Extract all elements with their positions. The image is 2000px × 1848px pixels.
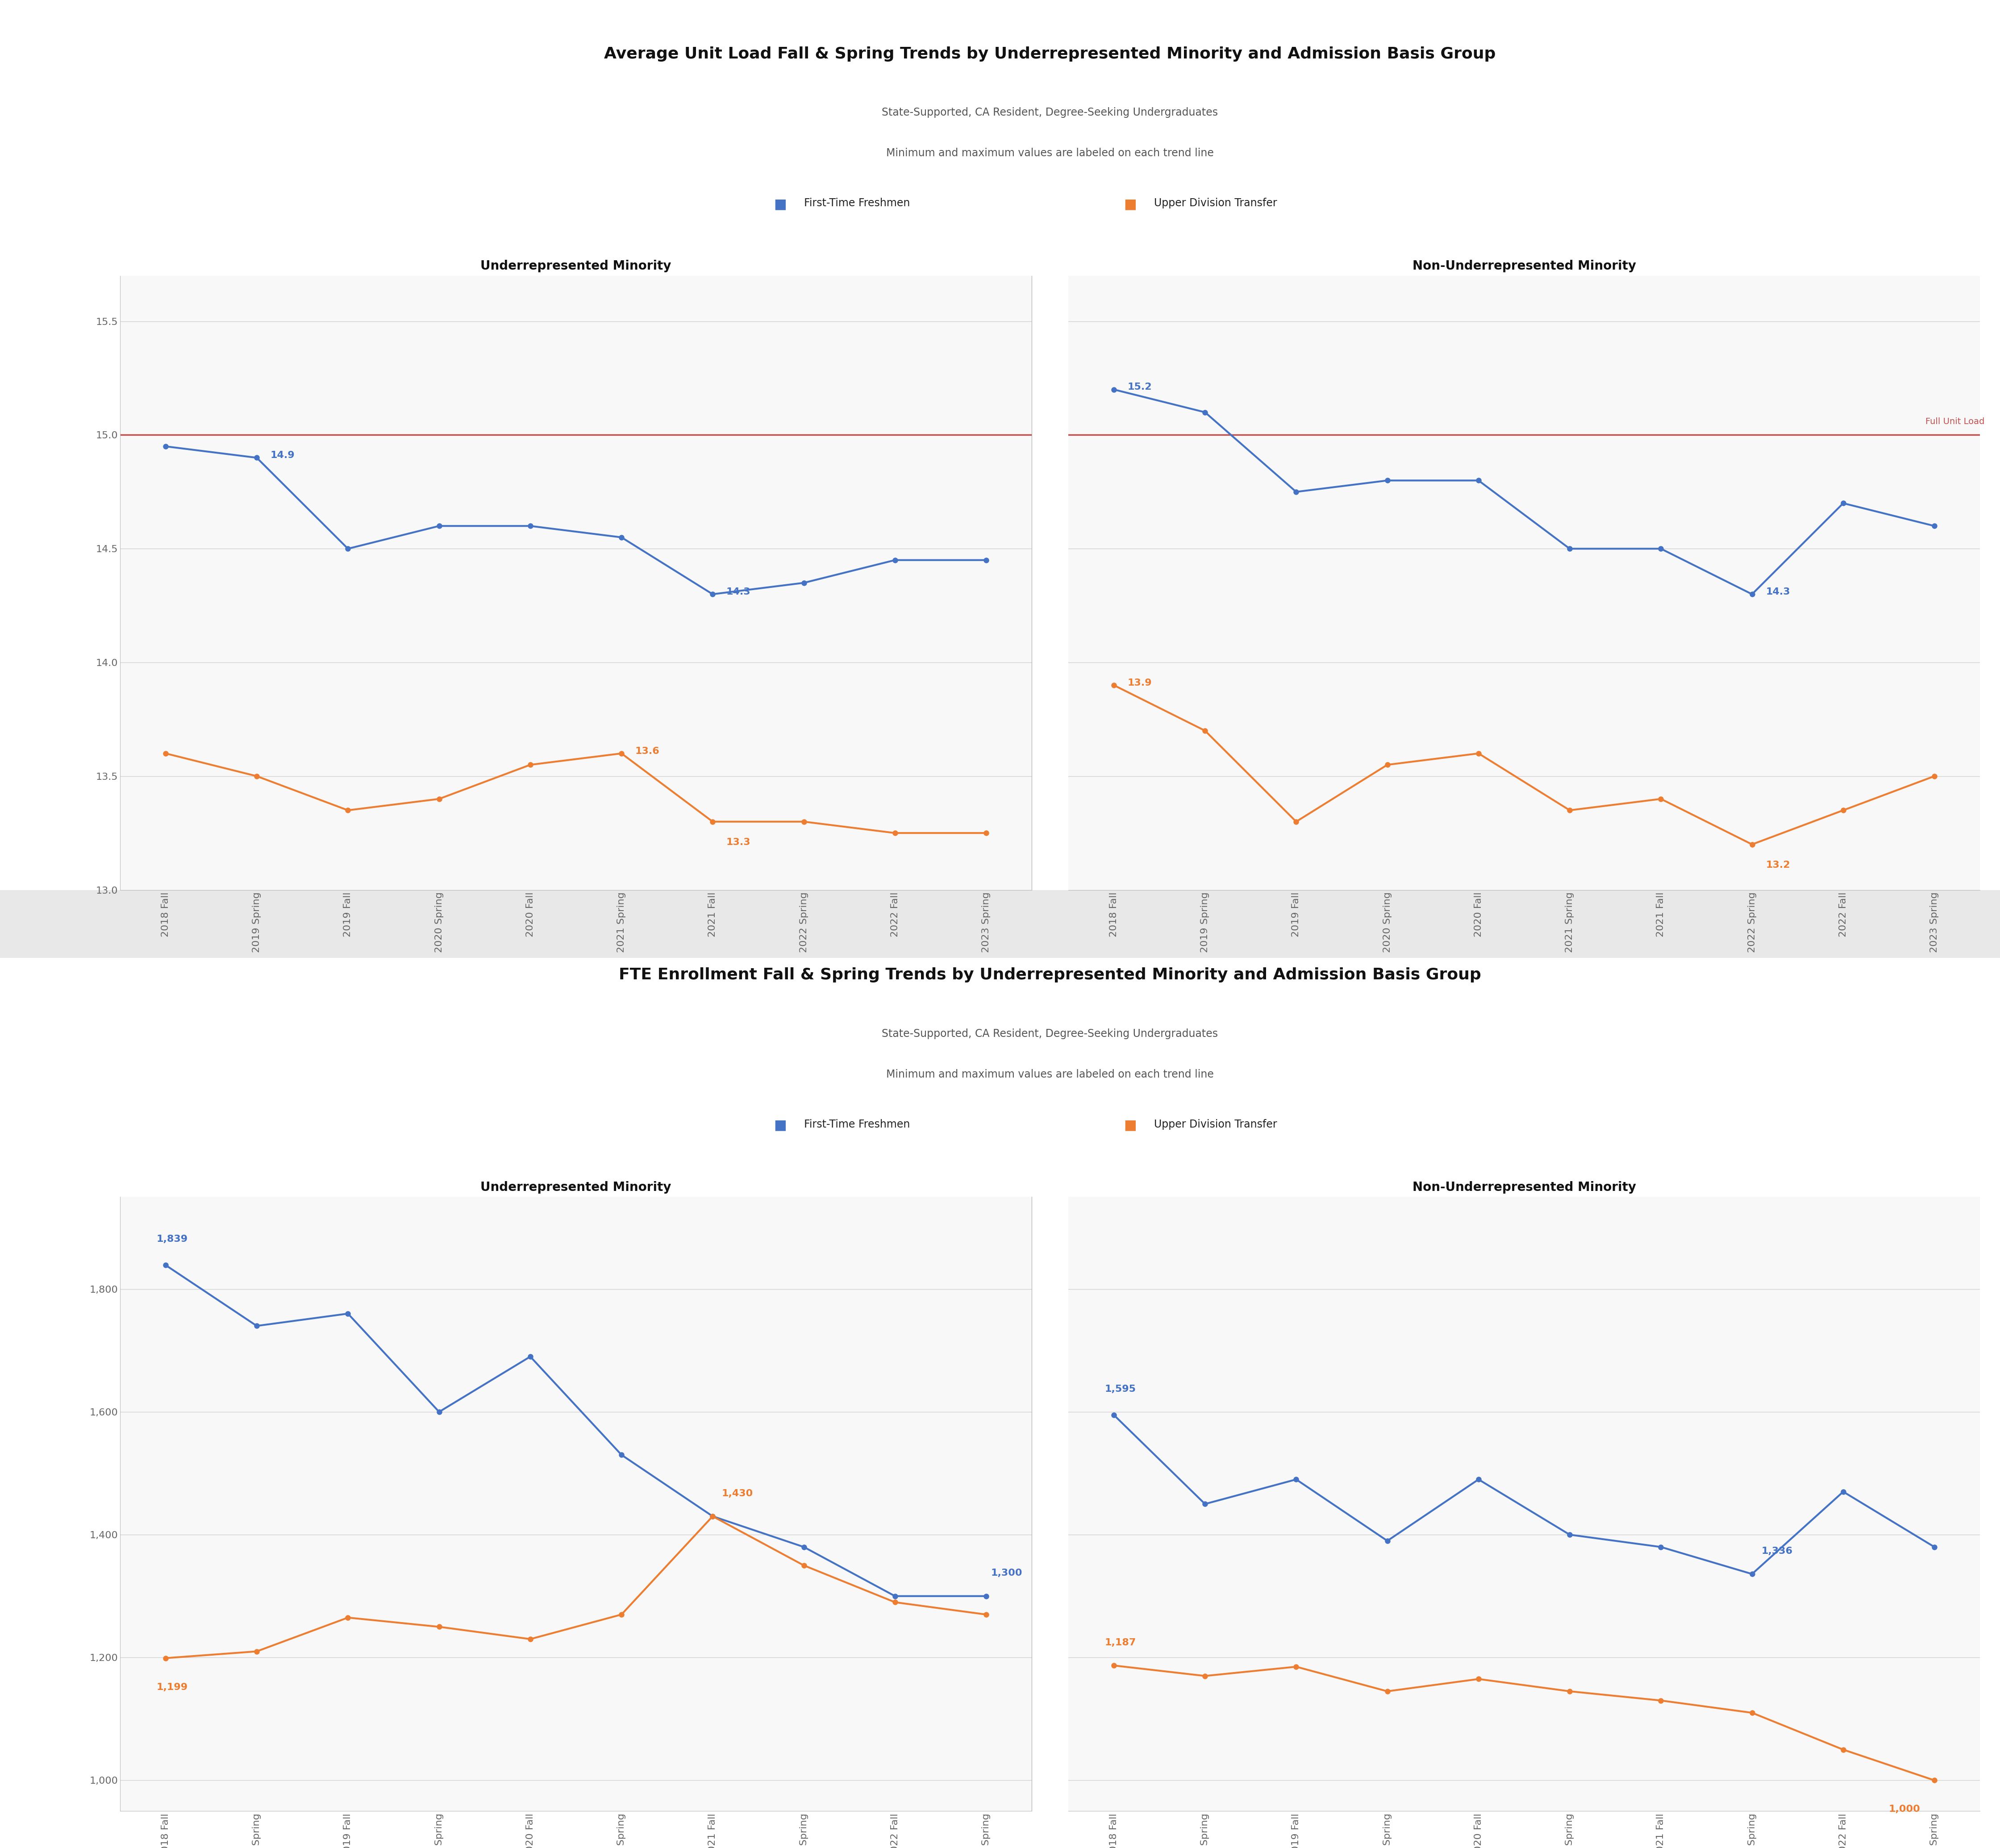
Text: 1,199: 1,199 xyxy=(156,1684,188,1691)
Text: State-Supported, CA Resident, Degree-Seeking Undergraduates: State-Supported, CA Resident, Degree-See… xyxy=(882,107,1218,118)
Text: 1,187: 1,187 xyxy=(1104,1637,1136,1647)
Text: ■: ■ xyxy=(1124,1118,1136,1131)
Text: 13.3: 13.3 xyxy=(726,837,750,846)
Text: FTE Enrollment Fall & Spring Trends by Underrepresented Minority and Admission B: FTE Enrollment Fall & Spring Trends by U… xyxy=(618,967,1482,983)
Text: ■: ■ xyxy=(774,198,786,211)
Text: 1,000: 1,000 xyxy=(1888,1805,1920,1815)
Title: Underrepresented Minority: Underrepresented Minority xyxy=(480,261,672,272)
Title: Non-Underrepresented Minority: Non-Underrepresented Minority xyxy=(1412,261,1636,272)
Text: 15.2: 15.2 xyxy=(1128,383,1152,392)
Text: State-Supported, CA Resident, Degree-Seeking Undergraduates: State-Supported, CA Resident, Degree-See… xyxy=(882,1027,1218,1039)
Text: Minimum and maximum values are labeled on each trend line: Minimum and maximum values are labeled o… xyxy=(886,148,1214,159)
Text: Full Unit Load: Full Unit Load xyxy=(1926,418,1984,425)
Title: Underrepresented Minority: Underrepresented Minority xyxy=(480,1181,672,1194)
Title: Non-Underrepresented Minority: Non-Underrepresented Minority xyxy=(1412,1181,1636,1194)
Text: 13.9: 13.9 xyxy=(1128,678,1152,687)
Text: Average Unit Load Fall & Spring Trends by Underrepresented Minority and Admissio: Average Unit Load Fall & Spring Trends b… xyxy=(604,46,1496,61)
Text: First-Time Freshmen: First-Time Freshmen xyxy=(804,1118,910,1129)
Text: 1,300: 1,300 xyxy=(990,1569,1022,1578)
Text: 1,336: 1,336 xyxy=(1762,1547,1792,1556)
Text: 14.3: 14.3 xyxy=(726,588,750,597)
Text: 14.3: 14.3 xyxy=(1766,588,1790,597)
Text: Upper Division Transfer: Upper Division Transfer xyxy=(1154,1118,1278,1129)
Text: 1,430: 1,430 xyxy=(722,1489,754,1499)
Text: 14.9: 14.9 xyxy=(270,451,294,460)
Text: First-Time Freshmen: First-Time Freshmen xyxy=(804,198,910,209)
Text: ■: ■ xyxy=(1124,198,1136,211)
Text: 1,839: 1,839 xyxy=(156,1234,188,1244)
Text: 13.2: 13.2 xyxy=(1766,861,1790,869)
Text: Minimum and maximum values are labeled on each trend line: Minimum and maximum values are labeled o… xyxy=(886,1068,1214,1079)
Text: ■: ■ xyxy=(774,1118,786,1131)
Text: 13.6: 13.6 xyxy=(636,747,660,756)
Text: Upper Division Transfer: Upper Division Transfer xyxy=(1154,198,1278,209)
Text: 1,595: 1,595 xyxy=(1104,1384,1136,1393)
